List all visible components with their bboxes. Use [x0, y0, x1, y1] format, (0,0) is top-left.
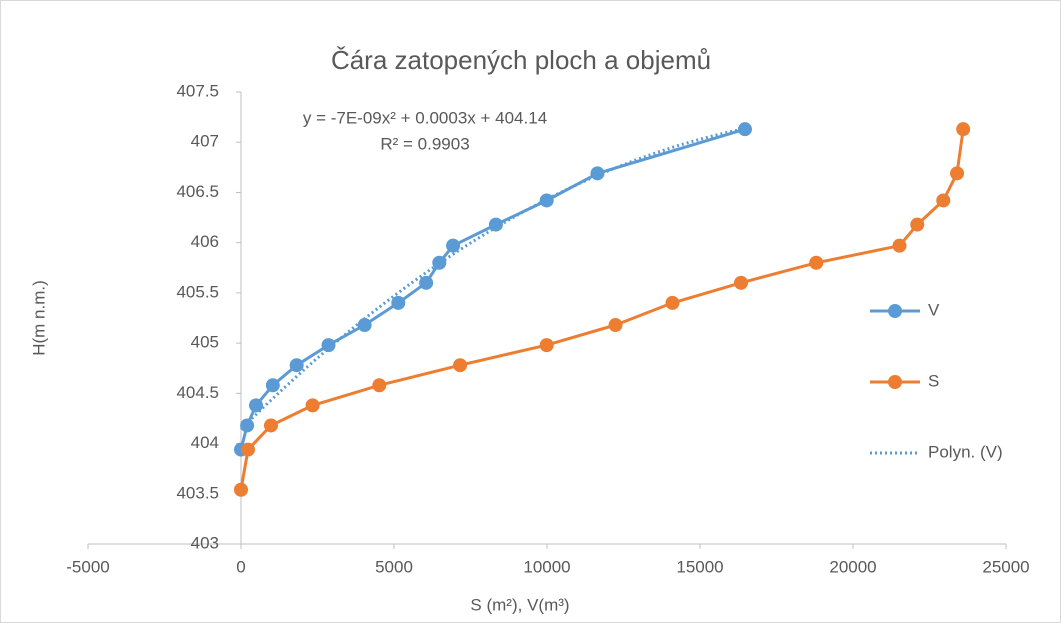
data-point: [432, 255, 447, 270]
data-point: [391, 295, 406, 310]
series-line: [239, 128, 965, 491]
x-tick-label: 10000: [523, 557, 570, 576]
data-point: [357, 318, 372, 333]
x-tick-label: -5000: [66, 557, 109, 576]
trendline-equation: y = -7E-09x² + 0.0003x + 404.14: [303, 108, 547, 127]
y-tick-label: 406: [191, 232, 219, 251]
legend-marker: [888, 304, 902, 318]
data-point: [910, 217, 925, 232]
data-point: [665, 295, 680, 310]
y-tick-label: 405: [191, 333, 219, 352]
y-tick-label: 407: [191, 132, 219, 151]
data-point: [446, 238, 461, 253]
y-tick-label: 405.5: [176, 282, 219, 301]
data-point: [608, 318, 623, 333]
data-point: [265, 378, 280, 393]
x-tick-label: 0: [236, 557, 245, 576]
x-tick-label: 25000: [982, 557, 1029, 576]
y-tick-label: 403: [191, 533, 219, 552]
data-point: [734, 275, 749, 290]
legend-marker: [888, 375, 902, 389]
data-point: [248, 398, 263, 413]
data-point: [263, 418, 278, 433]
data-point: [892, 238, 907, 253]
x-tick-label: 5000: [375, 557, 413, 576]
data-point: [372, 378, 387, 393]
data-point: [488, 217, 503, 232]
legend-label: V: [928, 300, 940, 319]
data-point: [936, 193, 951, 208]
x-tick-label: 15000: [676, 557, 723, 576]
legend-label: Polyn. (V): [928, 442, 1003, 461]
y-tick-label: 404: [191, 433, 219, 452]
data-point: [241, 442, 256, 457]
data-point: [234, 482, 248, 497]
y-axis-title: H(m n.m.): [29, 280, 48, 356]
trendline-r2: R² = 0.9903: [380, 134, 469, 153]
chart-title: Čára zatopených ploch a objemů: [331, 45, 711, 75]
data-point: [240, 418, 255, 433]
data-point: [453, 358, 468, 373]
data-point: [590, 166, 605, 181]
data-point: [956, 122, 971, 137]
data-point: [289, 358, 304, 373]
x-axis-title: S (m²), V(m³): [470, 595, 569, 614]
data-point: [539, 338, 554, 353]
data-point: [321, 338, 336, 353]
y-tick-label: 404.5: [176, 383, 219, 402]
y-tick-label: 403.5: [176, 483, 219, 502]
data-point: [305, 398, 320, 413]
x-tick-label: 20000: [829, 557, 876, 576]
y-tick-label: 407.5: [176, 81, 219, 100]
legend-label: S: [928, 371, 939, 390]
y-tick-label: 406.5: [176, 182, 219, 201]
data-point: [950, 166, 965, 181]
data-point: [737, 122, 752, 137]
data-point: [419, 275, 434, 290]
data-point: [539, 193, 554, 208]
data-point: [809, 255, 824, 270]
